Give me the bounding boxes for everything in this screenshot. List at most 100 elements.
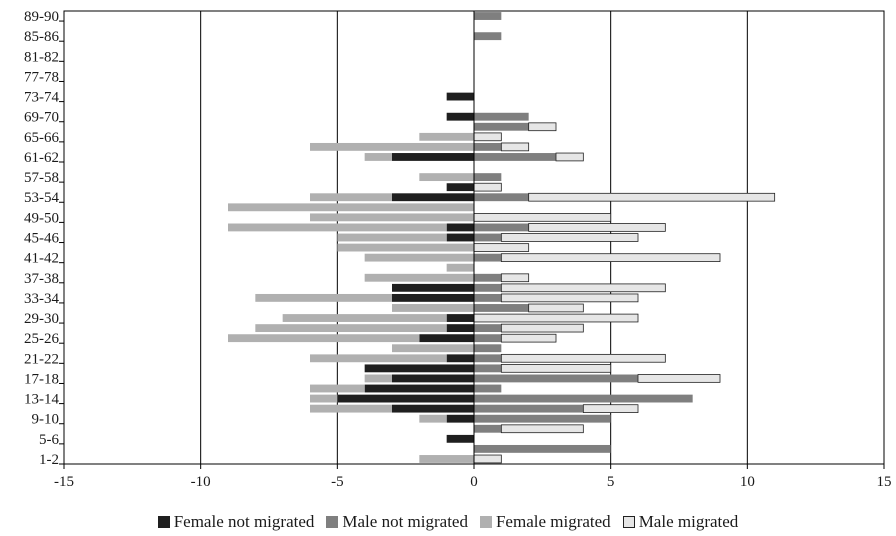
bar-male-migrated-49-50 bbox=[473, 213, 612, 222]
bar-female-not-migrated-35-36 bbox=[392, 283, 474, 292]
bar-female-not-migrated-13-14 bbox=[337, 394, 474, 403]
bar-male-not-migrated-25-26 bbox=[474, 334, 502, 343]
bar-female-migrated-11-12 bbox=[310, 404, 392, 413]
bar-male-not-migrated-45-46 bbox=[474, 233, 502, 242]
bar-male-migrated-41-42 bbox=[500, 253, 721, 262]
legend-item: Female migrated bbox=[479, 512, 611, 532]
bar-male-not-migrated-67-68 bbox=[474, 122, 529, 131]
bar-female-not-migrated-17-18 bbox=[392, 374, 474, 383]
bar-male-not-migrated-15-16 bbox=[474, 384, 502, 393]
y-tick-label: 49-50 bbox=[24, 210, 59, 226]
bar-male-not-migrated-33-34 bbox=[474, 293, 502, 302]
y-tick-label: 41-42 bbox=[24, 251, 59, 267]
legend-swatch bbox=[326, 516, 339, 528]
y-tick-label: 17-18 bbox=[24, 371, 59, 387]
bar-female-not-migrated-25-26 bbox=[419, 334, 474, 343]
bar-female-not-migrated-5-6 bbox=[446, 434, 474, 443]
bar-female-migrated-63-64 bbox=[310, 142, 474, 151]
bar-male-migrated-19-20 bbox=[500, 364, 612, 373]
y-tick-label: 89-90 bbox=[24, 9, 59, 25]
bar-female-not-migrated-33-34 bbox=[392, 293, 474, 302]
x-tick-label: 15 bbox=[877, 474, 892, 490]
bar-male-not-migrated-31-32 bbox=[474, 304, 529, 312]
bar-female-not-migrated-27-28 bbox=[446, 324, 474, 333]
y-tick-label: 85-86 bbox=[24, 29, 59, 45]
x-tick-label: -10 bbox=[191, 474, 211, 490]
bar-female-not-migrated-45-46 bbox=[446, 233, 474, 242]
bar-female-migrated-25-26 bbox=[228, 334, 420, 343]
bar-female-migrated-21-22 bbox=[310, 354, 447, 363]
y-tick-label: 65-66 bbox=[24, 130, 59, 146]
bar-female-migrated-37-38 bbox=[364, 273, 474, 282]
bar-female-migrated-17-18 bbox=[364, 374, 392, 383]
y-tick-label: 77-78 bbox=[24, 69, 59, 85]
bar-male-not-migrated-11-12 bbox=[474, 404, 584, 413]
bar-male-not-migrated-23-24 bbox=[474, 344, 502, 353]
bar-male-migrated-27-28 bbox=[500, 323, 584, 333]
bar-male-migrated-53-54 bbox=[528, 192, 776, 202]
y-tick-label: 21-22 bbox=[24, 351, 59, 367]
bar-male-not-migrated-27-28 bbox=[474, 324, 502, 333]
y-tick-label: 53-54 bbox=[24, 190, 59, 206]
axes bbox=[63, 10, 885, 465]
bar-male-migrated-21-22 bbox=[500, 353, 666, 363]
bar-male-migrated-31-32 bbox=[528, 303, 584, 313]
y-tick-label: 29-30 bbox=[24, 311, 59, 327]
bar-female-migrated-41-42 bbox=[364, 253, 474, 262]
bar-male-migrated-47-48 bbox=[528, 223, 666, 232]
bar-male-migrated-37-38 bbox=[500, 273, 530, 283]
y-tick-label: 9-10 bbox=[32, 412, 60, 428]
bar-male-not-migrated-89-90 bbox=[474, 12, 502, 20]
y-tick-label: 25-26 bbox=[24, 331, 59, 347]
bar-female-migrated-51-52 bbox=[228, 203, 474, 212]
bar-female-not-migrated-21-22 bbox=[446, 354, 474, 363]
x-tick-label: 10 bbox=[740, 474, 755, 490]
legend-label: Female migrated bbox=[495, 512, 611, 531]
bar-female-migrated-47-48 bbox=[228, 223, 447, 232]
bar-female-migrated-45-46 bbox=[337, 233, 447, 242]
bar-male-migrated-43-44 bbox=[473, 243, 530, 252]
bar-female-migrated-13-14 bbox=[310, 394, 338, 403]
bar-male-not-migrated-85-86 bbox=[474, 32, 502, 41]
legend-item: Male migrated bbox=[622, 512, 738, 532]
bar-female-migrated-43-44 bbox=[337, 243, 474, 252]
bar-male-not-migrated-7-8 bbox=[474, 424, 502, 433]
bar-male-migrated-7-8 bbox=[500, 424, 584, 434]
x-tick-label: 5 bbox=[607, 474, 615, 490]
bar-female-migrated-39-40 bbox=[446, 263, 474, 272]
legend-swatch bbox=[479, 516, 492, 528]
bar-female-migrated-27-28 bbox=[255, 324, 447, 333]
y-tick-label: 69-70 bbox=[24, 110, 59, 126]
bar-female-migrated-61-62 bbox=[364, 153, 392, 161]
y-tick-label: 33-34 bbox=[24, 291, 59, 307]
bar-male-migrated-61-62 bbox=[555, 152, 584, 162]
bar-male-not-migrated-47-48 bbox=[474, 223, 529, 232]
y-tick-label: 61-62 bbox=[24, 150, 59, 166]
bar-male-migrated-17-18 bbox=[637, 374, 721, 383]
bar-male-not-migrated-57-58 bbox=[474, 173, 502, 182]
bar-male-migrated-55-56 bbox=[473, 182, 502, 192]
bar-female-not-migrated-15-16 bbox=[364, 384, 474, 393]
x-tick-label: 0 bbox=[470, 474, 478, 490]
bar-female-not-migrated-55-56 bbox=[446, 183, 474, 192]
y-tick-label: 73-74 bbox=[24, 90, 59, 106]
y-tick-label: 57-58 bbox=[24, 170, 59, 186]
legend-swatch bbox=[622, 516, 635, 528]
bar-male-migrated-1-2 bbox=[473, 454, 502, 464]
bar-male-not-migrated-41-42 bbox=[474, 253, 502, 262]
y-tick-label: 5-6 bbox=[39, 432, 59, 448]
legend-item: Male not migrated bbox=[326, 512, 468, 532]
bar-female-not-migrated-69-70 bbox=[446, 112, 474, 121]
y-tick-label: 45-46 bbox=[24, 231, 59, 247]
bar-male-migrated-67-68 bbox=[528, 122, 557, 132]
bar-male-migrated-65-66 bbox=[473, 132, 502, 142]
legend: Female not migrated Male not migrated Fema… bbox=[0, 512, 896, 532]
bar-male-not-migrated-37-38 bbox=[474, 273, 502, 282]
bar-female-not-migrated-19-20 bbox=[364, 364, 474, 373]
x-tick-label: -5 bbox=[331, 474, 344, 490]
x-tick-label: -15 bbox=[54, 474, 74, 490]
y-tick-label: 81-82 bbox=[24, 49, 59, 65]
legend-label: Female not migrated bbox=[173, 512, 315, 531]
bar-female-not-migrated-73-74 bbox=[446, 92, 474, 101]
bar-female-migrated-57-58 bbox=[419, 173, 474, 182]
